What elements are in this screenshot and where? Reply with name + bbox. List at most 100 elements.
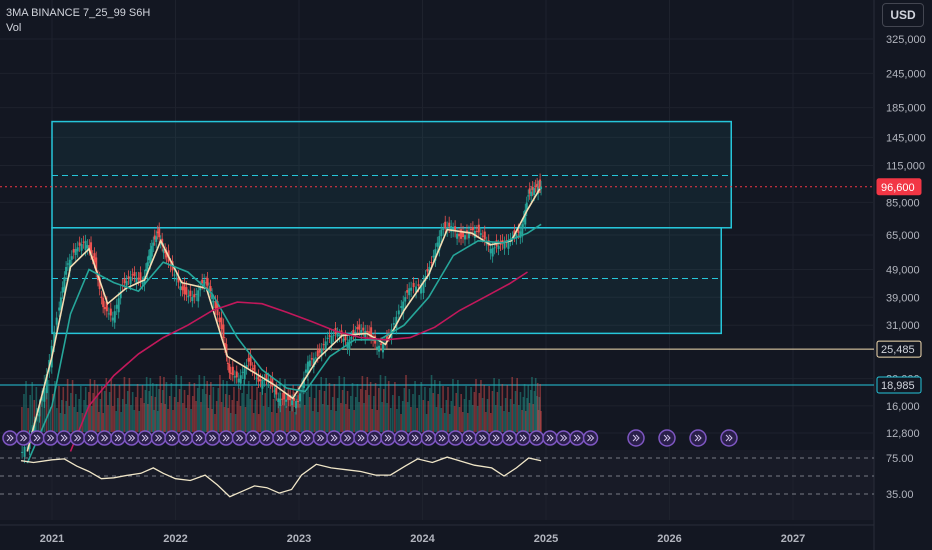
candle-body xyxy=(324,341,327,351)
candle-body xyxy=(133,272,136,277)
candle-body xyxy=(100,296,103,299)
volume-bar xyxy=(159,376,162,432)
candle-body xyxy=(533,188,536,195)
volume-bar xyxy=(485,412,487,432)
volume-bar xyxy=(340,403,342,432)
candle-body xyxy=(277,398,280,403)
price-axis-tick: 65,000 xyxy=(886,230,920,242)
volume-bar xyxy=(356,384,359,432)
volume-bar xyxy=(476,406,479,432)
volume-bar xyxy=(460,394,462,432)
volume-bar xyxy=(133,410,136,432)
volume-bar xyxy=(45,393,48,432)
candle-body xyxy=(279,398,282,406)
event-badge-arrow xyxy=(236,434,244,442)
candle-body xyxy=(95,257,98,272)
time-axis-label: 2022 xyxy=(163,533,187,545)
candle-body xyxy=(397,310,400,315)
volume-bar xyxy=(317,412,319,432)
volume-bar xyxy=(145,377,148,432)
candle-body xyxy=(149,248,152,264)
candle-body xyxy=(450,226,453,232)
volume-bar xyxy=(516,378,518,432)
candle-body xyxy=(72,249,75,253)
volume-bar xyxy=(323,391,326,432)
volume-bar xyxy=(229,413,232,432)
volume-bar xyxy=(300,391,303,432)
volume-bar xyxy=(228,395,231,432)
volume-bar xyxy=(527,385,530,432)
candle-body xyxy=(61,287,64,293)
candle-body xyxy=(223,342,226,347)
channel-upper[interactable] xyxy=(51,120,732,229)
candle-body xyxy=(131,274,134,276)
volume-bar xyxy=(200,402,202,432)
volume-bar xyxy=(354,397,357,432)
volume-bar xyxy=(244,407,247,432)
candle-body xyxy=(84,240,87,250)
event-badge-arrow xyxy=(155,434,163,442)
candle-body xyxy=(381,343,384,353)
volume-bar xyxy=(410,407,412,432)
volume-bar xyxy=(508,412,510,432)
volume-bar xyxy=(318,390,321,432)
volume-bar xyxy=(453,406,456,432)
volume-bar xyxy=(140,398,142,432)
candle-body xyxy=(515,234,518,239)
candle-body xyxy=(395,316,398,329)
volume-bar xyxy=(205,394,207,432)
candle-body xyxy=(235,371,238,378)
candle-body xyxy=(521,224,524,237)
candle-body xyxy=(117,298,120,313)
event-badge-arrow xyxy=(101,434,109,442)
event-badge-arrow xyxy=(560,434,568,442)
event-badge-arrow xyxy=(317,434,325,442)
candle-body xyxy=(531,186,534,190)
volume-bar xyxy=(62,387,65,432)
volume-bar xyxy=(341,390,344,432)
event-badge-arrow xyxy=(452,434,460,442)
candle-body xyxy=(40,396,43,401)
candle-body xyxy=(58,307,61,311)
volume-bar xyxy=(136,384,139,432)
candle-body xyxy=(293,398,296,401)
volume-bar xyxy=(303,405,306,432)
volume-bar xyxy=(325,378,327,432)
candle-body xyxy=(362,327,365,331)
volume-bar xyxy=(396,409,398,432)
volume-bar xyxy=(112,406,114,432)
volume-bar xyxy=(463,399,466,432)
volume-bar xyxy=(498,379,500,432)
currency-button[interactable]: USD xyxy=(882,3,924,27)
candle-body xyxy=(467,231,470,239)
candle-body xyxy=(485,242,488,245)
candle-body xyxy=(109,308,112,316)
volume-bar xyxy=(432,393,434,432)
event-badge-arrow xyxy=(384,434,392,442)
event-badge-arrow xyxy=(492,434,500,442)
candle-body xyxy=(229,372,232,374)
volume-bar xyxy=(70,393,72,432)
candle-body xyxy=(135,277,138,284)
candle-body xyxy=(55,317,58,325)
event-badge-arrow xyxy=(371,434,379,442)
candle-body xyxy=(287,394,290,400)
volume-bar xyxy=(130,405,132,432)
event-badge-arrow xyxy=(60,434,68,442)
price-axis-tick: 85,000 xyxy=(886,197,920,209)
volume-bar xyxy=(429,388,431,432)
candle-body xyxy=(156,231,159,234)
volume-bar xyxy=(416,408,418,432)
volume-bar xyxy=(470,387,472,432)
candle-body xyxy=(231,366,234,376)
candle-body xyxy=(420,285,423,294)
volume-bar xyxy=(310,384,313,432)
candle-body xyxy=(218,317,221,323)
candle-body xyxy=(93,253,96,263)
candle-body xyxy=(456,233,459,239)
volume-bar xyxy=(490,413,492,432)
volume-bar xyxy=(312,411,314,432)
candle-body xyxy=(70,256,73,260)
candle-body xyxy=(316,350,319,357)
